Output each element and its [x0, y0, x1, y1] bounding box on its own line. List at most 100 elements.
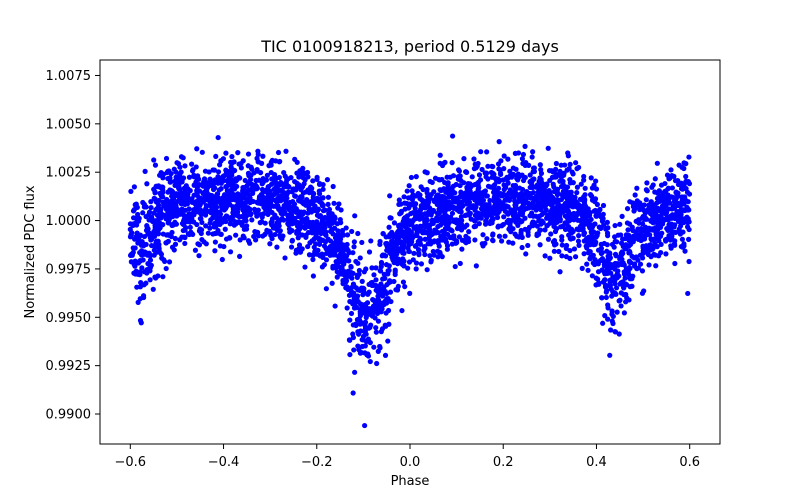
- data-point: [609, 318, 615, 324]
- data-point: [505, 156, 511, 162]
- data-point: [181, 185, 187, 191]
- data-point: [646, 262, 652, 268]
- data-point: [306, 252, 313, 258]
- data-point: [567, 255, 573, 261]
- data-point: [609, 308, 615, 314]
- data-point: [191, 182, 197, 188]
- x-tick-label: 0.4: [586, 455, 607, 470]
- data-point: [323, 286, 329, 292]
- data-point: [384, 281, 390, 288]
- data-point: [250, 188, 256, 194]
- data-point: [362, 301, 369, 307]
- data-point: [438, 215, 444, 221]
- data-point: [243, 214, 249, 220]
- data-point: [332, 303, 338, 309]
- data-point: [614, 262, 620, 268]
- data-point: [644, 180, 650, 186]
- data-point: [266, 163, 272, 169]
- data-point: [213, 220, 219, 227]
- y-tick-label: 0.9950: [46, 311, 92, 326]
- data-point: [279, 196, 285, 202]
- data-point: [157, 172, 163, 178]
- data-point: [287, 216, 293, 222]
- data-point: [277, 158, 283, 165]
- data-point: [261, 204, 267, 210]
- data-point: [346, 273, 352, 279]
- data-point: [668, 167, 674, 173]
- data-point: [430, 220, 436, 226]
- data-point: [667, 174, 673, 181]
- x-tick-label: 0.2: [493, 455, 514, 470]
- data-point: [350, 331, 356, 337]
- data-point: [582, 197, 588, 203]
- data-point: [217, 231, 223, 237]
- data-point: [356, 271, 362, 277]
- data-point: [595, 230, 601, 236]
- data-point: [347, 337, 353, 343]
- data-point: [609, 241, 616, 248]
- data-point: [274, 181, 280, 187]
- data-point: [424, 170, 430, 176]
- data-point: [343, 225, 349, 231]
- data-point: [463, 192, 470, 199]
- data-point: [547, 220, 553, 226]
- data-point: [211, 204, 217, 210]
- data-point: [207, 198, 213, 204]
- data-point: [137, 284, 143, 290]
- data-point: [153, 199, 159, 205]
- data-point: [500, 203, 507, 209]
- data-point: [275, 203, 281, 209]
- data-point: [649, 202, 655, 209]
- data-point: [192, 206, 199, 212]
- data-point: [224, 197, 230, 203]
- data-point: [401, 194, 407, 200]
- data-point: [381, 301, 387, 308]
- data-point: [206, 169, 212, 175]
- data-point: [235, 206, 241, 212]
- data-point: [327, 249, 333, 255]
- data-point: [652, 219, 659, 225]
- data-point: [335, 228, 341, 234]
- data-point: [148, 204, 154, 211]
- data-point: [187, 224, 193, 230]
- data-point: [333, 265, 339, 271]
- data-point: [563, 186, 569, 192]
- data-point: [512, 231, 518, 237]
- data-point: [658, 182, 665, 188]
- data-point: [144, 181, 150, 187]
- data-point: [309, 238, 315, 244]
- data-point: [537, 162, 543, 168]
- data-point: [154, 205, 160, 211]
- data-point: [487, 197, 493, 204]
- data-point: [615, 268, 621, 274]
- data-point: [333, 237, 339, 243]
- data-point: [382, 288, 388, 295]
- data-point: [229, 154, 235, 160]
- data-point: [353, 258, 359, 265]
- data-point: [428, 241, 434, 247]
- data-point: [678, 186, 685, 192]
- x-tick-label: −0.2: [301, 455, 333, 470]
- data-point: [133, 201, 139, 207]
- data-point: [171, 247, 177, 253]
- data-point: [510, 240, 516, 246]
- data-point: [537, 227, 544, 233]
- x-tick-label: −0.6: [115, 455, 147, 470]
- data-point: [572, 215, 578, 221]
- data-point: [399, 231, 405, 237]
- data-point: [339, 227, 346, 234]
- data-point: [360, 337, 367, 343]
- data-point: [151, 228, 157, 235]
- data-point: [496, 233, 503, 239]
- data-point: [372, 315, 378, 321]
- data-point: [267, 241, 273, 247]
- data-point: [639, 268, 646, 274]
- data-point: [245, 180, 251, 186]
- data-point: [386, 224, 392, 230]
- data-point: [458, 209, 464, 215]
- data-point: [302, 217, 309, 223]
- data-point: [212, 196, 218, 202]
- data-point: [260, 233, 266, 239]
- data-point: [482, 212, 488, 218]
- data-point: [356, 331, 362, 337]
